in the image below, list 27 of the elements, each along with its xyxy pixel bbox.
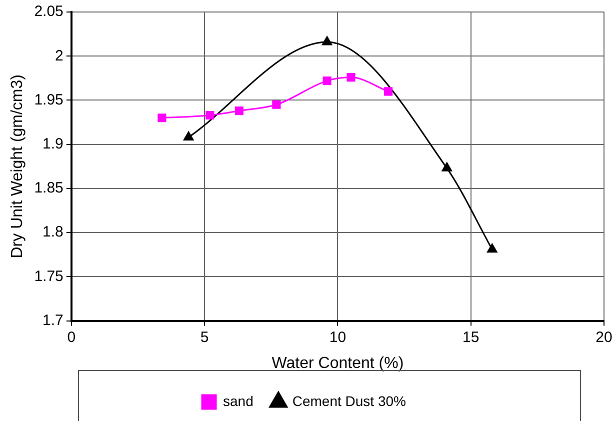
y-tick-label: 1.85 <box>34 180 64 197</box>
point <box>158 114 166 122</box>
point <box>442 162 452 172</box>
point <box>206 110 214 120</box>
y-tick-label: 1.9 <box>42 135 64 152</box>
y-tick-label: 2.05 <box>34 3 64 20</box>
legend-label: Cement Dust 30% <box>292 392 406 409</box>
point <box>183 132 194 141</box>
point <box>384 87 393 96</box>
point <box>234 106 244 116</box>
y-axis-title: Dry Unit Weight (gm/cm3) <box>9 74 26 258</box>
y-tick-label: 1.8 <box>42 224 64 241</box>
x-tick-label: 5 <box>200 328 209 346</box>
x-tick-label: 0 <box>67 328 76 346</box>
x-tick-label: 10 <box>329 328 346 346</box>
point <box>346 73 356 82</box>
point <box>322 76 332 86</box>
y-tick-label: 2 <box>55 47 64 64</box>
point <box>487 244 498 253</box>
y-tick-label: 1.7 <box>42 312 64 329</box>
legend-label: sand <box>223 392 254 409</box>
point <box>272 100 281 109</box>
y-tick-label: 1.75 <box>34 268 64 285</box>
y-tick-label: 1.95 <box>34 91 64 108</box>
x-axis-title: Water Content (%) <box>272 354 404 372</box>
x-tick-label: 20 <box>596 328 612 346</box>
x-tick-label: 15 <box>462 328 480 346</box>
